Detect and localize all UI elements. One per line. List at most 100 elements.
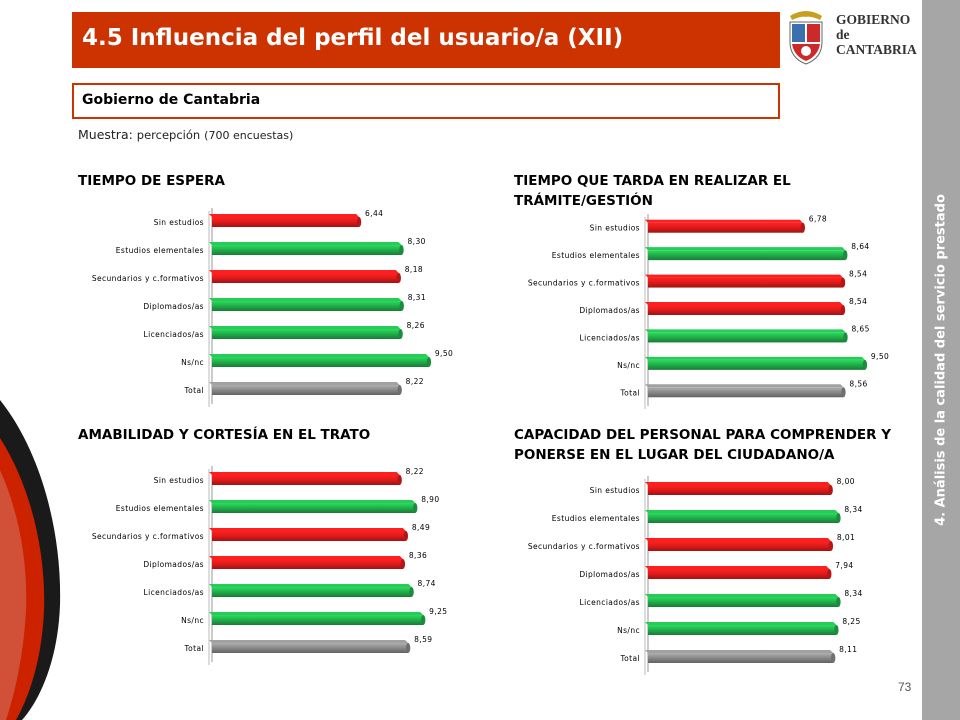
bar (648, 485, 831, 495)
bar-top-face (645, 384, 844, 388)
bar-end-cap (830, 653, 836, 663)
bar-top-face (645, 302, 843, 305)
category-label: Total (183, 386, 204, 395)
sample-detail: (700 encuestas) (204, 129, 294, 142)
bar (212, 329, 401, 339)
bar-top-face (645, 356, 865, 360)
bar-end-cap (836, 513, 841, 523)
bar (212, 503, 416, 513)
data-label: 8,30 (407, 237, 425, 246)
data-label: 8,64 (851, 242, 869, 251)
category-label: Estudios elementales (552, 251, 640, 260)
bar-top-face (645, 247, 846, 251)
category-label: Licenciados/as (580, 333, 640, 342)
bar-top-face (209, 270, 399, 273)
category-label: Sin estudios (590, 486, 640, 495)
bar (212, 217, 360, 227)
bar (212, 273, 399, 283)
chart-1-title: TIEMPO DE ESPERA (78, 173, 225, 189)
bar-end-cap (400, 559, 406, 569)
logo-text: GOBIERNO de CANTABRIA (836, 12, 917, 57)
chart-3-title: AMABILIDAD Y CORTESÍA EN EL TRATO (78, 427, 371, 443)
data-label: 8,25 (842, 617, 860, 626)
bar (648, 277, 843, 288)
bar-top-face (209, 326, 401, 329)
data-label: 6,44 (365, 209, 383, 218)
chart-capacidad: Sin estudios 8,00 Estudios elementales 8,34… (528, 476, 862, 675)
bar-end-cap (356, 217, 362, 227)
bar (212, 615, 424, 625)
category-label: Secundarios y c.formativos (92, 532, 204, 541)
bar-top-face (209, 472, 400, 475)
sample-label: Muestra: (78, 127, 137, 142)
bar-top-face (645, 510, 839, 513)
bar-end-cap (840, 277, 846, 288)
category-label: Diplomados/as (579, 306, 640, 315)
data-label: 8,18 (405, 265, 423, 274)
bar-top-face (209, 640, 409, 643)
bar-end-cap (800, 222, 805, 233)
bar (648, 569, 830, 579)
data-label: 8,59 (414, 635, 432, 644)
data-label: 9,25 (429, 607, 447, 616)
category-label: Total (619, 654, 640, 663)
bar-top-face (209, 500, 416, 503)
bar-end-cap (426, 357, 432, 367)
bar (212, 385, 400, 395)
data-label: 9,50 (871, 352, 889, 361)
chart-2-title: TIEMPO QUE TARDA EN REALIZAR EL TRÁMITE/… (514, 173, 791, 209)
bar-end-cap (403, 531, 409, 541)
section-label: 4. Análisis de la calidad del servicio p… (933, 194, 949, 526)
data-label: 8,01 (837, 533, 855, 542)
bar-end-cap (828, 485, 833, 495)
bar-top-face (645, 274, 843, 278)
bar-top-face (645, 219, 803, 223)
category-label: Ns/nc (617, 361, 640, 370)
bar (212, 357, 429, 367)
bar (212, 643, 409, 653)
bar-top-face (209, 556, 403, 559)
category-label: Ns/nc (181, 358, 204, 367)
bar (212, 531, 406, 541)
bar-top-face (209, 298, 402, 301)
data-label: 6,78 (809, 215, 827, 224)
coat-of-arms-icon (789, 11, 823, 65)
data-label: 8,54 (849, 270, 867, 279)
title-bar: 4.5 Influencia del perfil del usuario/a … (72, 12, 780, 68)
category-label: Ns/nc (181, 616, 204, 625)
gobierno-logo: GOBIERNO de CANTABRIA (784, 6, 920, 68)
data-label: 8,26 (407, 321, 425, 330)
bar-top-face (209, 354, 429, 357)
data-label: 8,22 (406, 467, 424, 476)
bar (648, 541, 831, 551)
data-label: 8,34 (844, 505, 862, 514)
category-label: Licenciados/as (580, 598, 640, 607)
category-label: Diplomados/as (579, 570, 640, 579)
data-label: 8,56 (849, 379, 867, 388)
page-title: 4.5 Influencia del perfil del usuario/a … (82, 25, 624, 51)
bar (648, 250, 846, 261)
bar (648, 625, 837, 635)
category-label: Total (619, 388, 640, 397)
bar-end-cap (420, 615, 426, 625)
sample-value: percepción (136, 128, 201, 142)
bar-top-face (645, 482, 831, 485)
data-label: 8,00 (837, 477, 855, 486)
bar (648, 359, 865, 370)
bar-top-face (645, 594, 839, 597)
bar (212, 587, 412, 597)
bar-top-face (209, 584, 412, 587)
category-label: Sin estudios (154, 476, 204, 485)
category-label: Secundarios y c.formativos (528, 542, 640, 551)
category-label: Total (183, 644, 204, 653)
bar (648, 387, 844, 398)
category-label: Estudios elementales (552, 514, 640, 523)
bar-end-cap (397, 385, 402, 395)
sample-info: Muestra: percepción (700 encuestas) (78, 127, 293, 142)
bar-top-face (209, 612, 424, 615)
chart-amabilidad: Sin estudios 8,22 Estudios elementales 8,90… (92, 466, 447, 665)
bar-top-face (645, 538, 831, 541)
chart-tiempo-espera: Sin estudios 6,44 Estudios elementales 8,30… (92, 208, 453, 407)
bar-top-face (645, 650, 834, 653)
decorative-swoosh (0, 400, 61, 720)
